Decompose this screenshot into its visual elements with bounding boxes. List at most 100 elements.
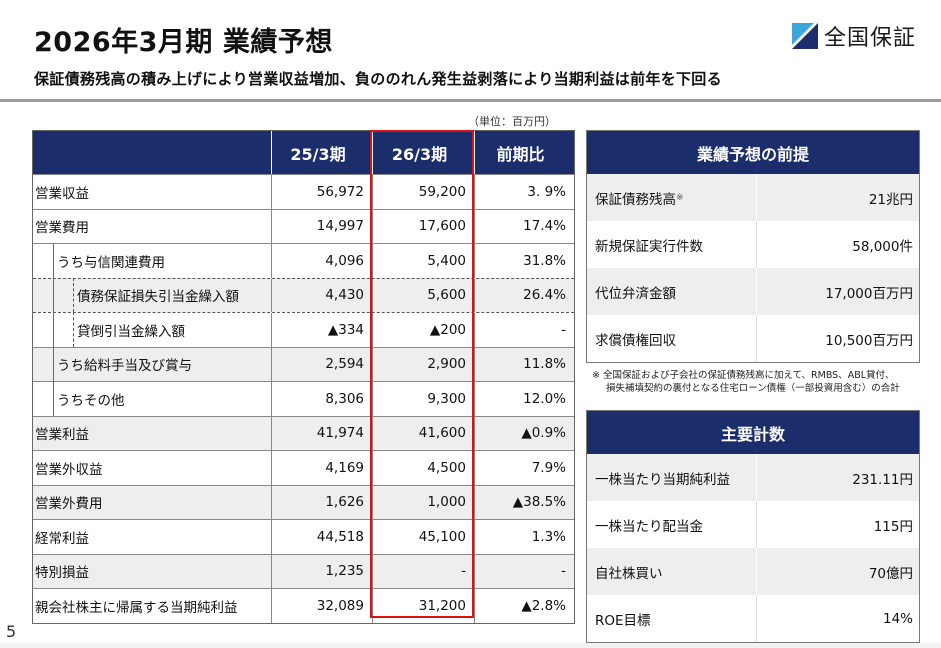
- assumption-row: 保証債務残高 ※ 21兆円: [587, 174, 919, 221]
- header-yoy: 前期比: [474, 131, 574, 174]
- assumptions-title: 業績予想の前提: [587, 131, 919, 174]
- assumption-label: 代位弁済金額: [587, 268, 757, 315]
- fy25-value: 4,096: [271, 244, 372, 278]
- yoy-value: -: [474, 313, 574, 347]
- page-title: 2026年3月期 業績予想: [34, 27, 333, 58]
- unit-label: （単位：百万円）: [468, 115, 556, 128]
- yoy-value: 26.4%: [474, 278, 574, 312]
- assumption-value: 58,000件: [852, 238, 913, 255]
- table-row: 営業費用 14,997 17,600 17.4%: [33, 208, 574, 243]
- row-label: 経常利益: [35, 530, 89, 547]
- page-number: 5: [6, 622, 17, 641]
- fy25-value: 1,626: [271, 485, 372, 519]
- fy26-value: 5,400: [372, 244, 474, 278]
- yoy-value: 31.8%: [474, 244, 574, 278]
- metrics-title: 主要計数: [587, 411, 919, 454]
- table-row: うち給料手当及び賞与 2,594 2,900 11.8%: [33, 346, 574, 381]
- metric-row: 一株当たり当期純利益 231.11円: [587, 454, 919, 501]
- assumption-value: 17,000百万円: [825, 285, 913, 302]
- table-row: 営業外収益 4,169 4,500 7.9%: [33, 450, 574, 485]
- row-label: うち給料手当及び賞与: [57, 358, 192, 375]
- metrics-panel: 主要計数 一株当たり当期純利益 231.11円 一株当たり配当金 115円 自社…: [586, 410, 920, 643]
- header-divider: [0, 99, 941, 102]
- fy26-value: -: [372, 554, 474, 588]
- forecast-table: 25/3期 26/3期 前期比 営業収益 56,972 59,200 3. 9%…: [32, 130, 575, 624]
- yoy-value: 1.3%: [474, 520, 574, 554]
- logo-text: 全国保証: [824, 26, 917, 51]
- header-fy26: 26/3期: [372, 131, 474, 174]
- row-label: 営業外費用: [35, 496, 103, 513]
- table-header-row: 25/3期 26/3期 前期比: [33, 131, 574, 174]
- yoy-value: 3. 9%: [474, 175, 574, 209]
- row-label: 特別損益: [35, 565, 89, 582]
- footnote-mark: ※: [676, 192, 684, 203]
- fy26-value: 5,600: [372, 278, 474, 312]
- footnote-line-2: 損失補填契約の裏付となる住宅ローン債権（一部投資用含む）の合計: [606, 383, 900, 394]
- yoy-value: 17.4%: [474, 209, 574, 243]
- header-blank: [33, 131, 271, 174]
- fy26-value: 31,200: [372, 589, 474, 623]
- assumption-label: 保証債務残高: [595, 191, 676, 208]
- assumption-value: 21兆円: [868, 191, 913, 208]
- row-label: うちその他: [57, 392, 125, 409]
- assumptions-footnote: ※ 全国保証および子会社の保証債務残高に加えて、RMBS、ABL貸付、 損失補填…: [592, 369, 932, 395]
- table-row: 特別損益 1,235 - -: [33, 553, 574, 588]
- row-label: 営業収益: [35, 185, 89, 202]
- metric-row: ROE目標 14%: [587, 595, 919, 642]
- fy26-value: 2,900: [372, 347, 474, 381]
- table-row: 営業収益 56,972 59,200 3. 9%: [33, 174, 574, 209]
- yoy-value: ▲2.8%: [474, 589, 574, 623]
- company-logo: 全国保証: [792, 20, 916, 52]
- table-row: 経常利益 44,518 45,100 1.3%: [33, 519, 574, 554]
- metric-label: ROE目標: [587, 595, 757, 642]
- fy25-value: 2,594: [271, 347, 372, 381]
- fy26-value: 1,000: [372, 485, 474, 519]
- fy25-value: 14,997: [271, 209, 372, 243]
- table-row: 営業外費用 1,626 1,000 ▲38.5%: [33, 484, 574, 519]
- yoy-value: 7.9%: [474, 451, 574, 485]
- metric-value: 115円: [873, 518, 913, 535]
- assumption-label: 求償債権回収: [587, 315, 757, 362]
- fy26-value: 17,600: [372, 209, 474, 243]
- table-row: うち与信関連費用 4,096 5,400 31.8%: [33, 243, 574, 278]
- row-label: 貸倒引当金繰入額: [77, 323, 185, 340]
- metric-row: 自社株買い 70億円: [587, 548, 919, 595]
- fy26-value: 9,300: [372, 382, 474, 416]
- fy25-value: 4,169: [271, 451, 372, 485]
- row-label: 債務保証損失引当金繰入額: [77, 289, 239, 306]
- fy25-value: 1,235: [271, 554, 372, 588]
- metric-value: 231.11円: [852, 471, 913, 488]
- table-row: 親会社株主に帰属する当期純利益 32,089 31,200 ▲2.8%: [33, 588, 574, 623]
- fy26-value: 45,100: [372, 520, 474, 554]
- yoy-value: 11.8%: [474, 347, 574, 381]
- assumption-label: 新規保証実行件数: [587, 221, 757, 268]
- metric-value: 70億円: [868, 565, 913, 582]
- assumption-row: 求償債権回収 10,500百万円: [587, 315, 919, 362]
- table-row: 貸倒引当金繰入額 ▲334 ▲200 -: [33, 312, 574, 347]
- fy26-value: 59,200: [372, 175, 474, 209]
- footer-band: [0, 643, 941, 648]
- yoy-value: ▲0.9%: [474, 416, 574, 450]
- footnote-line-1: ※ 全国保証および子会社の保証債務残高に加えて、RMBS、ABL貸付、: [592, 370, 895, 381]
- fy25-value: 56,972: [271, 175, 372, 209]
- assumption-row: 代位弁済金額 17,000百万円: [587, 268, 919, 315]
- metric-label: 一株当たり当期純利益: [587, 454, 757, 501]
- assumptions-panel: 業績予想の前提 保証債務残高 ※ 21兆円 新規保証実行件数 58,000件 代位…: [586, 130, 920, 363]
- header-fy25: 25/3期: [271, 131, 372, 174]
- yoy-value: ▲38.5%: [474, 485, 574, 519]
- metric-row: 一株当たり配当金 115円: [587, 501, 919, 548]
- row-label: 営業外収益: [35, 461, 103, 478]
- fy25-value: 32,089: [271, 589, 372, 623]
- yoy-value: 12.0%: [474, 382, 574, 416]
- assumption-row: 新規保証実行件数 58,000件: [587, 221, 919, 268]
- logo-mark-icon: [792, 23, 818, 49]
- table-row: うちその他 8,306 9,300 12.0%: [33, 381, 574, 416]
- page-subtitle: 保証債務残高の積み上げにより営業収益増加、負ののれん発生益剥落により当期利益は前…: [34, 70, 722, 88]
- metric-label: 自社株買い: [587, 548, 757, 595]
- row-label: 親会社株主に帰属する当期純利益: [35, 599, 238, 616]
- table-row: 営業利益 41,974 41,600 ▲0.9%: [33, 415, 574, 450]
- fy25-value: 8,306: [271, 382, 372, 416]
- row-label: 営業費用: [35, 220, 89, 237]
- fy26-value: ▲200: [372, 313, 474, 347]
- fy25-value: 41,974: [271, 416, 372, 450]
